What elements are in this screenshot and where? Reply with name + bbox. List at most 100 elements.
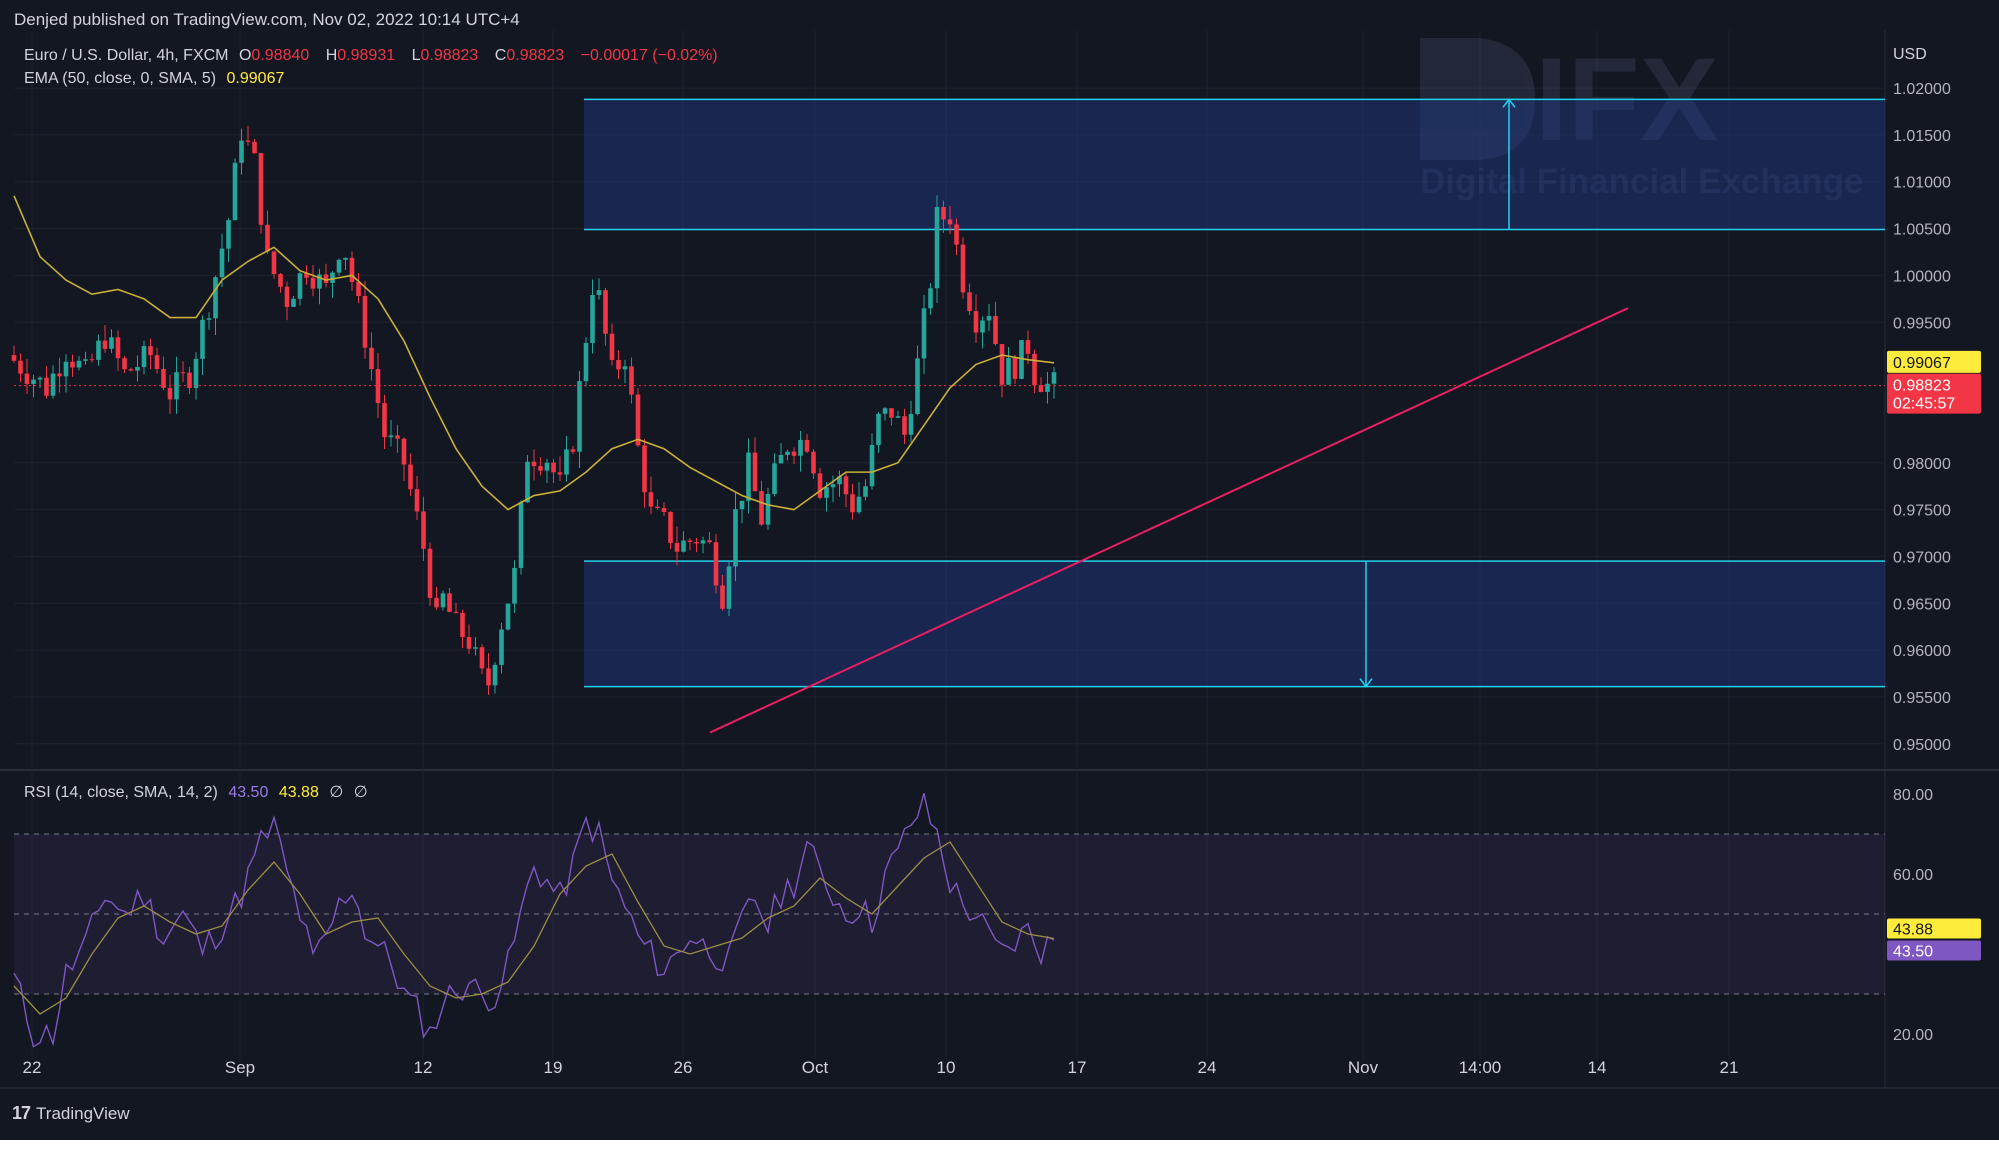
candle-body (135, 367, 140, 371)
candle-body (24, 373, 30, 385)
candle-body (44, 377, 49, 396)
candle-body (174, 372, 179, 400)
candle-body (206, 318, 212, 320)
footer: 17 TradingView (12, 1103, 130, 1124)
zone-lower (584, 561, 1885, 687)
candle-body (473, 647, 478, 649)
x-tick-label: 24 (1198, 1058, 1217, 1077)
candle-body (102, 340, 108, 349)
x-tick-label: 14 (1588, 1058, 1607, 1077)
y-tick-label: 1.01000 (1893, 175, 1951, 192)
candle-body (993, 315, 998, 345)
candle-body (902, 416, 907, 435)
candle-body (694, 541, 699, 544)
candle-body (544, 462, 550, 471)
candle-body (1012, 358, 1018, 379)
candle-body (57, 373, 62, 377)
y-tick-label: 0.95000 (1893, 737, 1951, 754)
candle-body (954, 224, 959, 245)
ohlc-close: C0.98823 (494, 47, 565, 64)
candle-body (89, 359, 95, 361)
candle-body (785, 451, 790, 455)
candle-body (642, 445, 647, 493)
rsi-sma-value: 43.88 (278, 784, 319, 801)
candle-body (505, 603, 511, 630)
x-tick-label: 21 (1720, 1058, 1739, 1077)
candle-body (31, 379, 36, 385)
candle-body (213, 277, 218, 319)
candle-body (889, 408, 894, 418)
ema-name: EMA (50, close, 0, SMA, 5) (24, 70, 217, 87)
candle-body (421, 511, 426, 549)
x-tick-label: 22 (23, 1058, 42, 1077)
candle-body (863, 486, 868, 497)
candle-body (271, 251, 277, 275)
candle-body (915, 358, 920, 415)
candle-body (817, 473, 823, 498)
candle-body (518, 502, 524, 568)
candle-body (252, 141, 257, 154)
y-tick-label: 1.00500 (1893, 222, 1951, 239)
candle-body (986, 315, 992, 321)
candle-body (960, 244, 966, 293)
candle-body (941, 207, 946, 220)
candle-body (726, 566, 732, 609)
candle-body (453, 611, 459, 613)
footer-brand: TradingView (36, 1103, 130, 1123)
candle-body (239, 140, 244, 163)
candle-body (538, 466, 543, 471)
candle-body (109, 337, 114, 349)
ema-value: 0.99067 (226, 70, 285, 87)
candle-body (343, 257, 348, 260)
candle-body (765, 493, 771, 525)
candle-body (596, 290, 602, 295)
rsi-value: 43.50 (228, 784, 269, 801)
candle-body (687, 540, 693, 542)
rsi-sma-tag (1887, 918, 1981, 939)
candle-body (967, 292, 972, 312)
rsi-line (13, 793, 1055, 1048)
x-tick-label: Sep (225, 1058, 255, 1077)
candle-body (772, 463, 777, 494)
candle-body (96, 340, 101, 360)
candle-body (999, 344, 1005, 385)
candle-body (1032, 353, 1037, 386)
ohlc-high: H0.98931 (325, 47, 396, 64)
candle-body (622, 366, 628, 370)
candle-body (824, 487, 829, 498)
candle-body (752, 452, 758, 492)
candle-body (739, 500, 745, 510)
candle-body (590, 294, 595, 344)
ema-legend[interactable]: EMA (50, close, 0, SMA, 5) 0.99067 (24, 70, 290, 88)
candle-body (122, 358, 127, 370)
rsi-legend[interactable]: RSI (14, close, SMA, 14, 2) 43.50 43.88 … (24, 782, 374, 802)
candle-body (63, 361, 69, 377)
candle-body (154, 355, 160, 370)
candle-body (388, 435, 394, 438)
candle-body (76, 360, 82, 368)
candle-body (362, 296, 368, 348)
candle-body (317, 274, 322, 289)
candle-body (1045, 383, 1050, 392)
candle-body (759, 491, 764, 525)
symbol-legend[interactable]: Euro / U.S. Dollar, 4h, FXCM O0.98840 H0… (24, 47, 724, 65)
na-value-2: ∅ (353, 784, 368, 801)
candle-body (375, 369, 381, 404)
candle-body (297, 273, 303, 299)
y-tick-label: 1.01500 (1893, 128, 1951, 145)
candle-body (187, 372, 192, 389)
candle-body (655, 506, 660, 509)
rsi-tag-text: 43.50 (1893, 943, 1933, 960)
candle-body (531, 461, 537, 467)
candle-body (733, 509, 738, 567)
candle-body (843, 476, 849, 495)
candle-body (882, 408, 888, 414)
candle-body (83, 359, 88, 361)
ema-line (13, 195, 1055, 511)
candle-body (791, 451, 797, 456)
candle-body (778, 454, 784, 464)
candle-body (674, 543, 680, 552)
candle-body (635, 394, 641, 446)
